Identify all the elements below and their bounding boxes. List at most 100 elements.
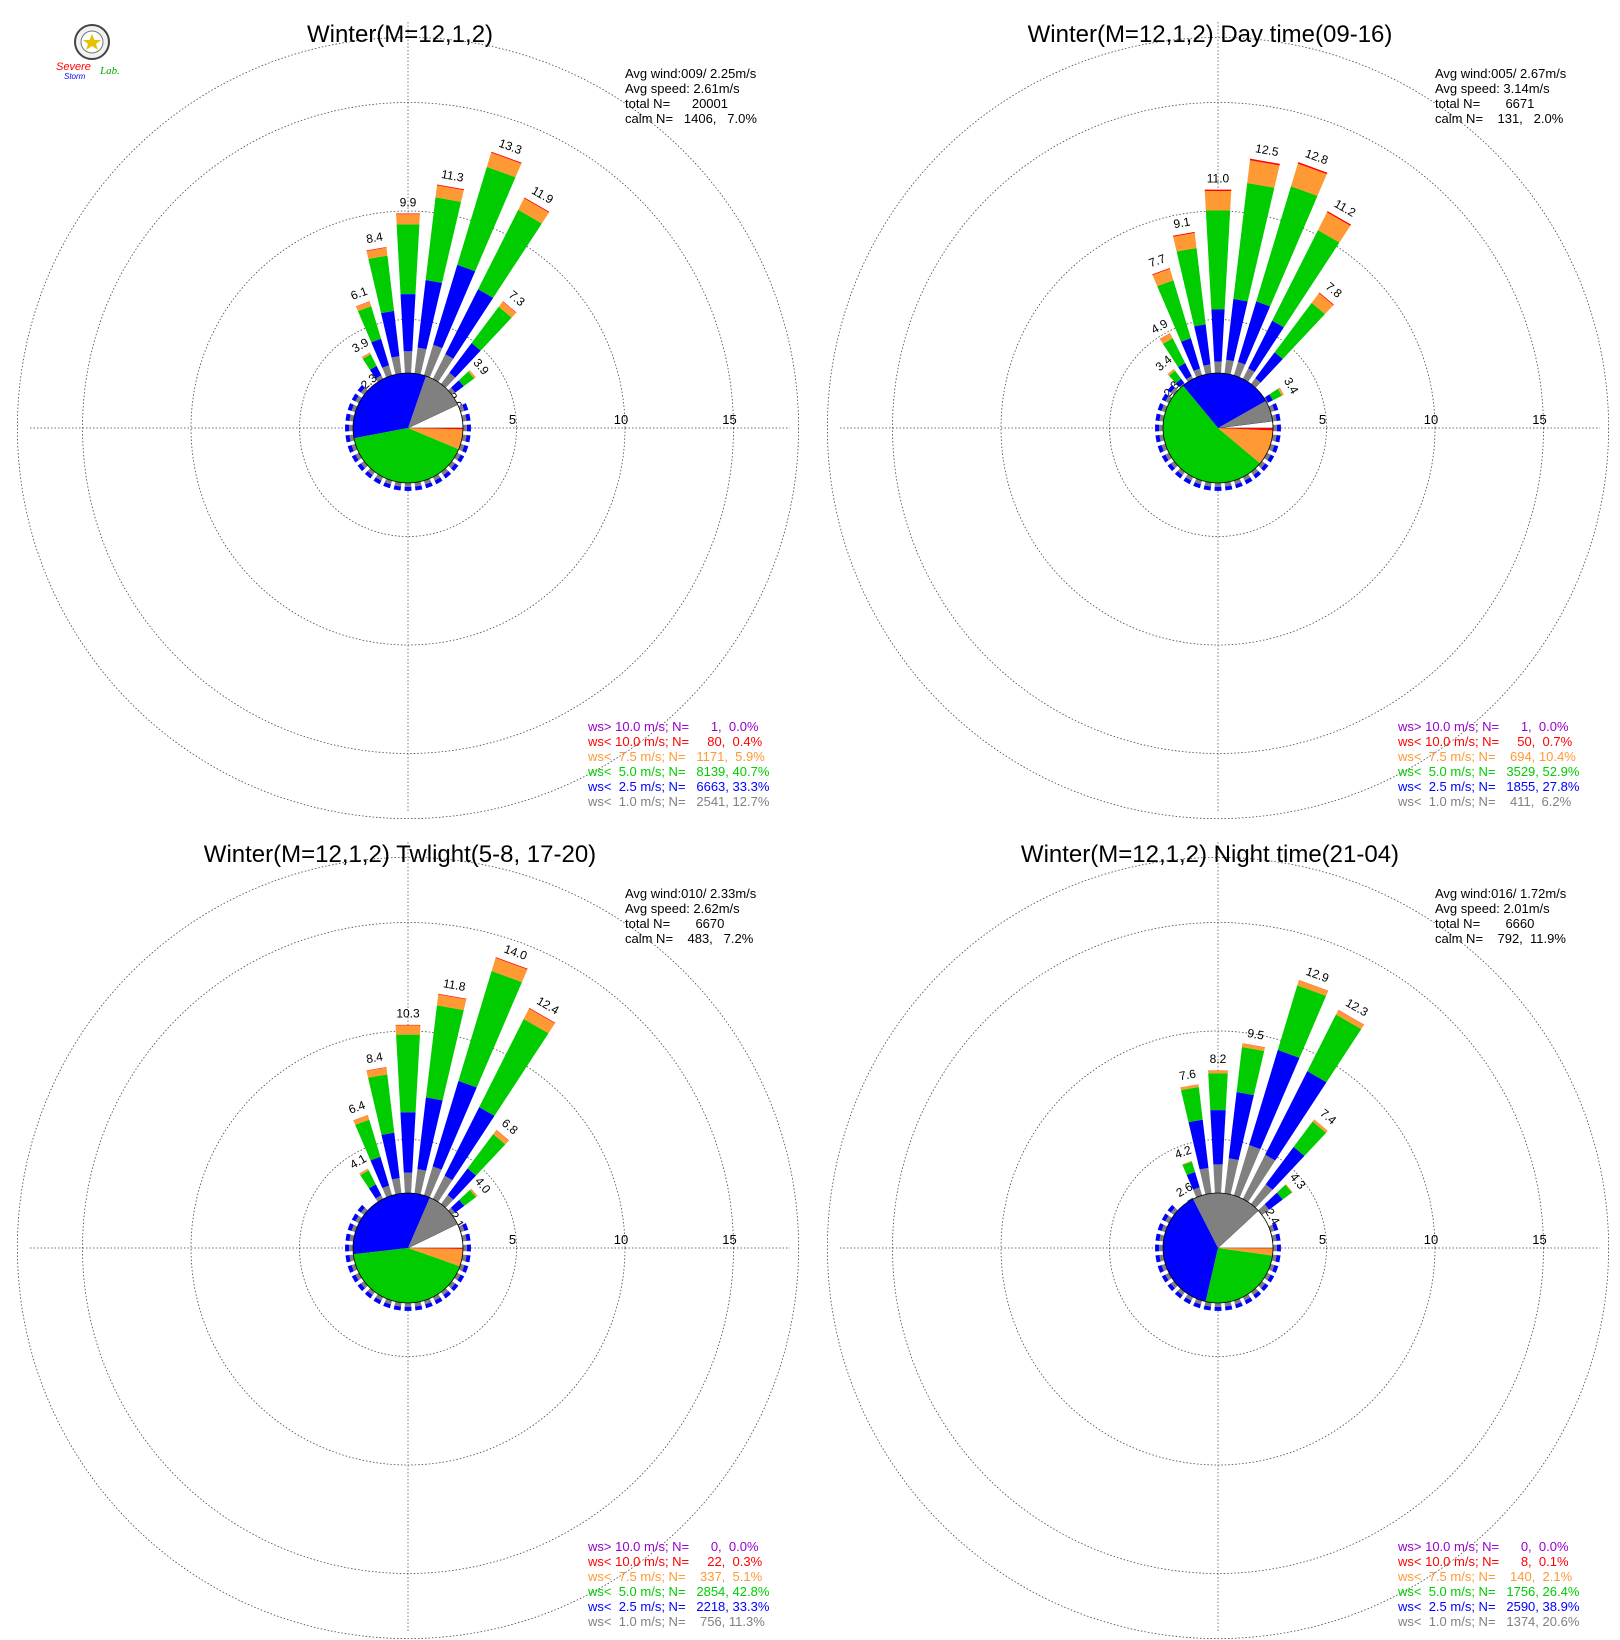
legend-entry: ws< 5.0 m/s; N= 3529, 52.9% xyxy=(1397,764,1580,779)
petal-band xyxy=(1179,383,1186,388)
petal-band xyxy=(1174,1291,1183,1299)
petal-band xyxy=(1317,212,1351,243)
legend-entry: ws< 5.0 m/s; N= 2854, 42.8% xyxy=(587,1584,770,1599)
legend-entry: ws< 7.5 m/s; N= 140, 2.1% xyxy=(1397,1569,1573,1584)
petal-band xyxy=(448,1207,456,1216)
minor-petal xyxy=(373,1294,384,1305)
petal-band xyxy=(1272,1223,1279,1231)
petal-band xyxy=(1271,434,1277,442)
petal-band xyxy=(434,1297,443,1305)
petal-band xyxy=(1255,352,1283,383)
ring-label: 5 xyxy=(1319,412,1326,427)
petal-band xyxy=(529,1007,556,1024)
petal-band xyxy=(371,338,390,368)
petal-band xyxy=(382,365,393,378)
petal-band xyxy=(498,301,517,318)
minor-petal xyxy=(454,1272,465,1283)
petal-band xyxy=(457,454,465,463)
minor-petal xyxy=(448,1280,459,1292)
petal-band xyxy=(425,482,433,489)
petal-band xyxy=(466,1244,471,1252)
petal-band xyxy=(1170,387,1178,396)
legend-entry: ws< 10.0 m/s; N= 8, 0.1% xyxy=(1397,1554,1569,1569)
petal xyxy=(448,370,476,396)
petal-band xyxy=(357,1283,365,1292)
petal-band xyxy=(1167,1204,1175,1213)
minor-petal xyxy=(414,481,423,491)
polar-grid xyxy=(16,842,800,1640)
petal-band xyxy=(454,452,461,461)
petal-band xyxy=(357,1204,365,1213)
petal-band xyxy=(381,1132,400,1180)
petal-band xyxy=(347,445,354,453)
minor-petal xyxy=(1155,424,1164,432)
petal-band xyxy=(357,463,365,472)
petal xyxy=(1208,1070,1228,1194)
petal-band xyxy=(359,1168,369,1176)
petal-label: 8.4 xyxy=(365,229,384,246)
legend-entry: ws> 10.0 m/s; N= 1, 0.0% xyxy=(1397,719,1569,734)
minor-petal xyxy=(345,1244,354,1252)
petal-band xyxy=(351,454,359,463)
logo-line2: Storm xyxy=(64,72,86,81)
petal-band xyxy=(1194,324,1211,366)
minor-petal xyxy=(373,474,384,485)
petals xyxy=(355,151,550,409)
petal-band xyxy=(465,1233,471,1242)
minor-petal xyxy=(1203,481,1212,491)
petal-band xyxy=(1180,1086,1203,1123)
legend-entry: ws< 5.0 m/s; N= 1756, 26.4% xyxy=(1397,1584,1580,1599)
minor-petal xyxy=(454,452,465,463)
petal xyxy=(448,1188,478,1216)
minor-petal xyxy=(1214,482,1222,491)
petal-label: 8.4 xyxy=(365,1049,384,1066)
petal-band xyxy=(1193,1187,1203,1198)
petal-band xyxy=(1159,333,1173,344)
petal-band xyxy=(1318,292,1334,306)
petal xyxy=(1224,1043,1266,1195)
petal-band xyxy=(1167,463,1175,472)
minor-petal xyxy=(1264,452,1275,463)
petal-band xyxy=(461,1234,467,1242)
pie-slice xyxy=(1205,1248,1273,1303)
petal-band xyxy=(491,957,528,983)
stat-line: total N= 20001 xyxy=(625,96,728,111)
petal-band xyxy=(1180,1084,1199,1091)
petal-band xyxy=(404,486,412,491)
petal-label: 14.0 xyxy=(502,942,529,963)
petal-band xyxy=(1187,1197,1193,1201)
legend-entry: ws< 7.5 m/s; N= 694, 10.4% xyxy=(1397,749,1576,764)
petal-band xyxy=(1241,1043,1266,1051)
petal-band xyxy=(491,151,522,164)
minor-petal xyxy=(1155,434,1165,443)
minor-petal xyxy=(1214,1302,1222,1311)
petal-band xyxy=(1261,463,1269,472)
legend-entry: ws< 1.0 m/s; N= 756, 11.3% xyxy=(587,1614,765,1629)
petal-band xyxy=(1311,293,1334,315)
pie-slice xyxy=(353,428,459,483)
petal xyxy=(440,1129,510,1208)
pie-slice xyxy=(408,376,458,428)
petal-band xyxy=(1181,338,1201,371)
minor-petal xyxy=(1167,460,1178,472)
petal-band xyxy=(1265,394,1273,403)
petal-band xyxy=(1276,1184,1292,1200)
petal-band xyxy=(1170,460,1178,469)
pie-slice xyxy=(1218,400,1273,428)
chart-title: Winter(M=12,1,2) Night time(21-04) xyxy=(1021,841,1399,868)
petal xyxy=(366,247,402,375)
petal-band xyxy=(391,356,402,375)
petal-band xyxy=(375,1294,384,1301)
petal xyxy=(1167,368,1186,388)
petal-band xyxy=(1170,1280,1178,1289)
petal-band xyxy=(1204,1301,1212,1307)
stat-line: Avg speed: 2.62m/s xyxy=(625,901,740,916)
polar-grid xyxy=(826,842,1610,1640)
ring-label: 15 xyxy=(722,1232,736,1247)
pie-outline xyxy=(1162,372,1274,484)
wind-rose-panel-1: 510152.33.96.18.49.911.313.311.97.33.92.… xyxy=(0,0,810,820)
petal-band xyxy=(370,1156,390,1189)
petals xyxy=(1180,980,1365,1225)
petal-band xyxy=(1264,1272,1271,1281)
petal-label: 12.8 xyxy=(1303,146,1330,167)
